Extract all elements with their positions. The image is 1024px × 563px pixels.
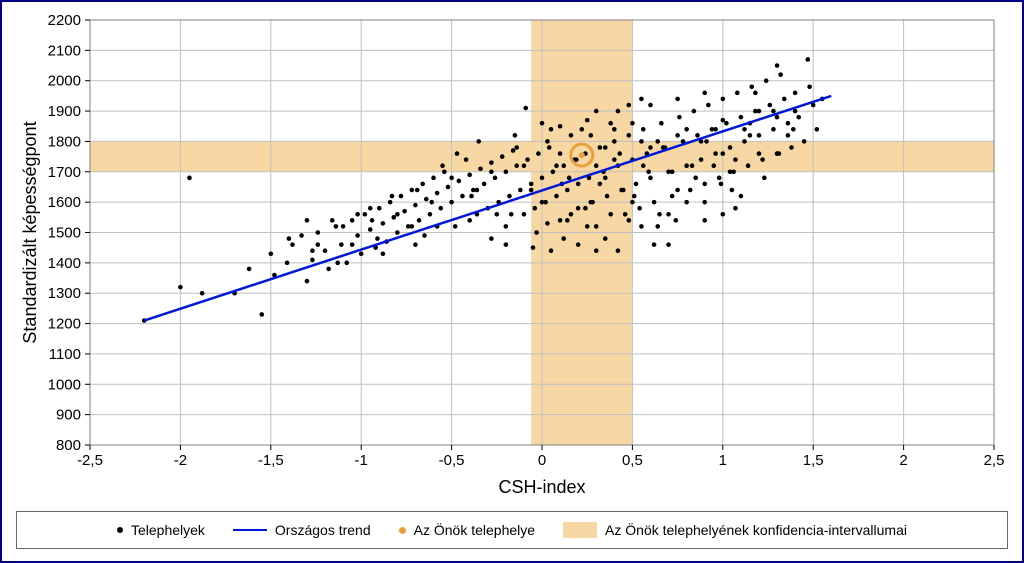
line-icon xyxy=(233,529,267,531)
svg-text:1,5: 1,5 xyxy=(803,452,824,469)
chart-area: -2,5 -2 -1,5 -1 -0,5 0 0,5 1 1,5 2 2,5 800 900 1000 11… xyxy=(16,12,1008,501)
svg-text:1: 1 xyxy=(719,452,727,469)
chart-frame: -2,5 -2 -1,5 -1 -0,5 0 0,5 1 1,5 2 2,5 800 900 1000 11… xyxy=(0,0,1024,563)
svg-text:Standardizált képességpont: Standardizált képességpont xyxy=(20,121,40,343)
svg-text:1100: 1100 xyxy=(49,346,81,363)
svg-text:0,5: 0,5 xyxy=(622,452,643,469)
svg-text:1900: 1900 xyxy=(48,103,81,120)
svg-text:1400: 1400 xyxy=(48,255,81,272)
legend-item-highlight: Az Önök telephelye xyxy=(399,522,535,538)
svg-text:0: 0 xyxy=(538,452,546,469)
svg-text:800: 800 xyxy=(56,437,81,454)
svg-text:1800: 1800 xyxy=(48,133,81,150)
svg-text:1300: 1300 xyxy=(48,285,81,302)
dot-icon xyxy=(117,527,123,533)
legend-item-trend: Országos trend xyxy=(233,522,371,538)
legend: Telephelyek Országos trend Az Önök telep… xyxy=(16,511,1008,549)
svg-text:2200: 2200 xyxy=(48,12,81,29)
legend-label: Telephelyek xyxy=(131,522,205,538)
svg-text:CSH-index: CSH-index xyxy=(498,477,585,497)
svg-text:2,5: 2,5 xyxy=(984,452,1005,469)
legend-label: Az Önök telephelye xyxy=(414,522,535,538)
legend-item-telephelyek: Telephelyek xyxy=(117,522,205,538)
svg-text:1500: 1500 xyxy=(48,225,81,242)
svg-text:1200: 1200 xyxy=(48,316,81,333)
point-icon xyxy=(399,527,406,534)
svg-text:900: 900 xyxy=(56,407,81,424)
svg-text:-1,5: -1,5 xyxy=(258,452,284,469)
svg-text:1000: 1000 xyxy=(48,376,81,393)
band-icon xyxy=(563,522,597,538)
legend-label: Országos trend xyxy=(275,522,371,538)
legend-label: Az Önök telephelyének konfidencia-interv… xyxy=(605,522,907,538)
svg-text:2: 2 xyxy=(899,452,907,469)
svg-text:-2: -2 xyxy=(174,452,187,469)
svg-text:2100: 2100 xyxy=(48,42,81,59)
svg-text:-0,5: -0,5 xyxy=(439,452,465,469)
svg-text:1700: 1700 xyxy=(48,164,81,181)
scatter-chart: -2,5 -2 -1,5 -1 -0,5 0 0,5 1 1,5 2 2,5 800 900 1000 11… xyxy=(16,12,1008,501)
svg-text:-2,5: -2,5 xyxy=(77,452,103,469)
svg-text:2000: 2000 xyxy=(48,73,81,90)
svg-text:1600: 1600 xyxy=(48,194,81,211)
legend-item-band: Az Önök telephelyének konfidencia-interv… xyxy=(563,522,907,538)
svg-text:-1: -1 xyxy=(355,452,368,469)
